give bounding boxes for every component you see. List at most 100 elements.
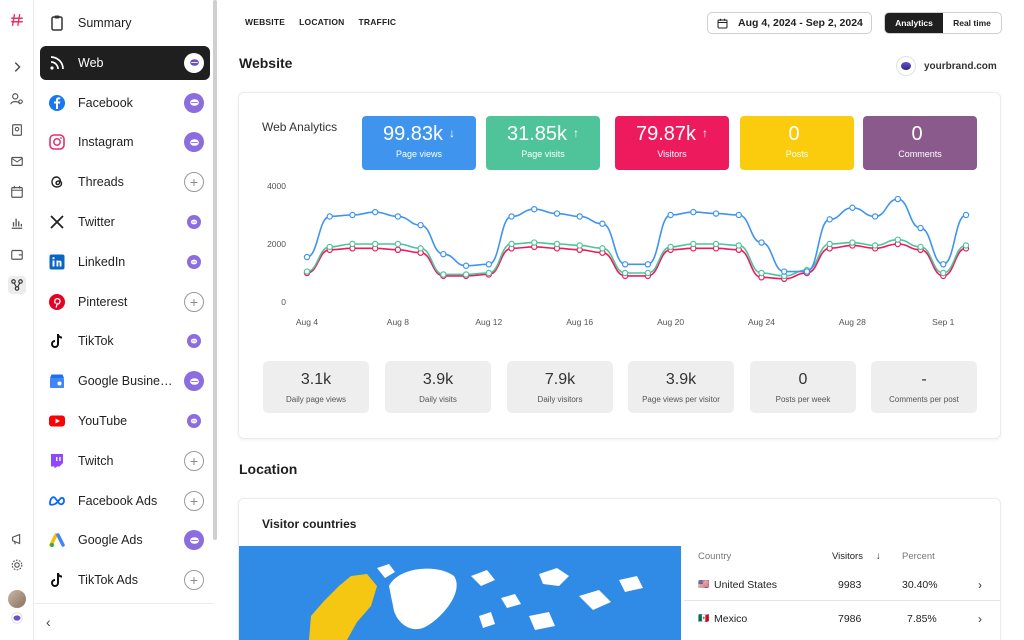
sidebar-item-threads[interactable]: Threads +	[40, 165, 210, 199]
visitors-column-header[interactable]: Visitors	[832, 551, 863, 562]
data-point[interactable]	[462, 271, 470, 278]
data-point[interactable]	[894, 236, 902, 243]
data-point[interactable]	[962, 211, 970, 219]
data-point[interactable]	[667, 211, 674, 219]
integrations-icon[interactable]	[8, 276, 26, 294]
data-point[interactable]	[417, 245, 424, 252]
kpi-tile-comments[interactable]: 0 Comments	[863, 116, 977, 170]
sidebar-item-twitch[interactable]: Twitch +	[40, 444, 210, 478]
sidebar-scrollbar[interactable]	[213, 0, 217, 540]
data-point[interactable]	[849, 239, 856, 246]
mail-icon[interactable]	[8, 152, 26, 170]
data-point[interactable]	[303, 268, 311, 275]
data-point[interactable]	[849, 204, 856, 211]
data-point[interactable]	[485, 269, 492, 277]
data-point[interactable]	[690, 208, 697, 216]
kpi-tile-visitors[interactable]: 79.87k ↑ Visitors	[615, 116, 729, 170]
data-point[interactable]	[871, 242, 879, 249]
calendar-icon[interactable]	[8, 183, 26, 201]
data-point[interactable]	[576, 213, 583, 220]
data-point[interactable]	[758, 239, 765, 246]
data-point[interactable]	[644, 269, 652, 277]
data-point[interactable]	[462, 262, 470, 269]
data-point[interactable]	[371, 240, 379, 248]
sidebar-item-tiktok[interactable]: TikTok	[40, 324, 210, 358]
sidebar-item-web[interactable]: Web	[40, 45, 210, 80]
data-point[interactable]	[371, 208, 379, 216]
data-point[interactable]	[553, 210, 561, 217]
expand-icon[interactable]	[8, 58, 26, 76]
megaphone-icon[interactable]	[8, 530, 26, 548]
data-point[interactable]	[599, 245, 606, 252]
row-expand-chevron-icon[interactable]: ›	[978, 612, 982, 626]
wallet-icon[interactable]	[8, 245, 26, 263]
data-point[interactable]	[735, 211, 742, 219]
kpi-tile-page-views[interactable]: 99.83k ↓ Page views	[362, 116, 476, 170]
realtime-tab[interactable]: Real time	[953, 18, 991, 28]
data-point[interactable]	[349, 240, 356, 248]
data-point[interactable]	[531, 239, 538, 246]
data-point[interactable]	[485, 261, 492, 268]
data-point[interactable]	[440, 250, 447, 258]
data-point[interactable]	[735, 242, 742, 249]
add-channel-icon[interactable]: +	[184, 570, 204, 591]
connected-account-icon[interactable]	[187, 414, 201, 428]
data-point[interactable]	[712, 210, 720, 217]
sidebar-item-google-ads[interactable]: Google Ads	[40, 523, 210, 557]
data-point[interactable]	[621, 269, 629, 277]
nav-traffic[interactable]: TRAFFIC	[358, 17, 397, 27]
world-map[interactable]	[239, 546, 681, 640]
sidebar-item-facebook-ads[interactable]: Facebook Ads +	[40, 484, 210, 518]
data-point[interactable]	[326, 213, 333, 220]
data-point[interactable]	[349, 211, 356, 219]
data-point[interactable]	[508, 213, 515, 220]
sidebar-item-summary[interactable]: Summary	[40, 6, 210, 40]
data-point[interactable]	[940, 269, 947, 277]
data-point[interactable]	[826, 240, 833, 248]
connected-account-icon[interactable]	[187, 254, 201, 269]
data-point[interactable]	[894, 195, 902, 203]
analytics-tab[interactable]: Analytics	[885, 13, 943, 33]
settings-gear-icon[interactable]	[8, 556, 26, 574]
data-point[interactable]	[531, 206, 538, 213]
data-point[interactable]	[417, 221, 424, 229]
row-expand-chevron-icon[interactable]: ›	[978, 578, 982, 592]
brand-switch-icon[interactable]	[8, 609, 26, 627]
sidebar-item-twitter[interactable]: Twitter	[40, 205, 210, 239]
connected-account-icon[interactable]	[184, 371, 204, 392]
sidebar-item-pinterest[interactable]: Pinterest +	[40, 285, 210, 319]
nav-location[interactable]: LOCATION	[299, 17, 345, 27]
data-point[interactable]	[621, 261, 629, 268]
user-avatar[interactable]	[8, 590, 26, 608]
data-point[interactable]	[394, 240, 402, 248]
data-point[interactable]	[394, 246, 402, 254]
collapse-sidebar-button[interactable]: ‹	[46, 614, 51, 630]
app-logo-icon[interactable]	[8, 11, 26, 29]
sidebar-item-youtube[interactable]: YouTube	[40, 404, 210, 438]
data-point[interactable]	[962, 242, 970, 249]
data-point[interactable]	[758, 269, 765, 277]
add-channel-icon[interactable]: +	[184, 490, 204, 511]
data-point[interactable]	[917, 224, 924, 232]
connected-account-icon[interactable]	[184, 132, 204, 153]
nav-website[interactable]: WEBSITE	[245, 17, 286, 27]
data-point[interactable]	[644, 261, 652, 268]
data-point[interactable]	[712, 240, 720, 248]
add-channel-icon[interactable]: +	[184, 291, 204, 312]
data-point[interactable]	[667, 243, 674, 251]
sidebar-item-linkedin[interactable]: LinkedIn	[40, 245, 210, 279]
connected-account-icon[interactable]	[187, 334, 201, 349]
data-point[interactable]	[871, 213, 879, 220]
data-point[interactable]	[803, 268, 811, 275]
kpi-tile-posts[interactable]: 0 Posts	[740, 116, 854, 170]
sidebar-item-facebook[interactable]: Facebook	[40, 86, 210, 120]
kpi-tile-page-visits[interactable]: 31.85k ↑ Page visits	[486, 116, 600, 170]
date-range-picker[interactable]: Aug 4, 2024 - Sep 2, 2024	[707, 12, 872, 34]
add-channel-icon[interactable]: +	[184, 450, 204, 471]
bar-chart-icon[interactable]	[8, 214, 26, 232]
sidebar-item-tiktok-ads[interactable]: TikTok Ads +	[40, 563, 210, 597]
brand-selector[interactable]: yourbrand.com	[896, 56, 997, 76]
data-point[interactable]	[508, 240, 515, 248]
connected-account-icon[interactable]	[184, 530, 204, 551]
data-point[interactable]	[440, 271, 447, 278]
